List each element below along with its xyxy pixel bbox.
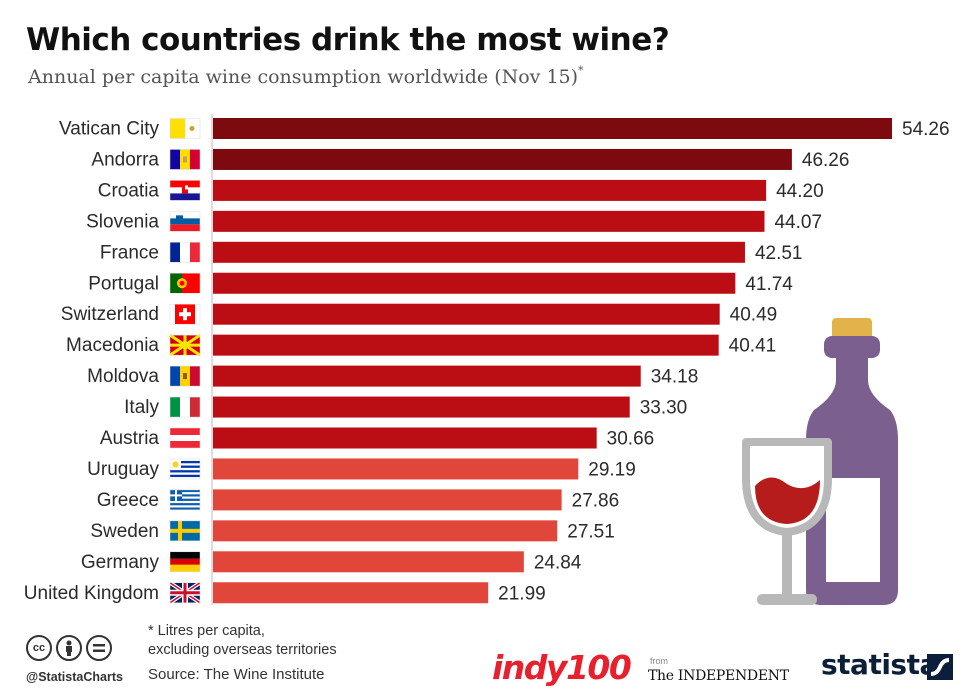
bar[interactable] [213,396,630,418]
austria-flag-icon [169,427,201,449]
category-label: Germany [81,552,160,573]
category-label: Austria [100,428,160,449]
greece-flag-icon [169,489,201,511]
value-label: 24.84 [534,552,582,573]
bar-chart: Vatican City 54.26 Andorra 46.26 Croatia 44.2… [24,114,950,605]
category-label: Switzerland [61,304,159,325]
uk-flag-icon [168,581,202,605]
vatican-flag-icon [169,118,201,139]
chart-row: Sweden 27.51 [90,520,615,542]
source-text: Source: The Wine Institute [148,666,325,683]
chart-row: Italy 33.30 [124,396,688,419]
germany-flag-icon [169,551,201,573]
portugal-flag-icon [169,273,201,294]
switzerland-flag-icon [169,303,201,325]
no-derivatives-icon [86,635,112,661]
independent-logo[interactable]: The INDEPENDENT [648,668,789,684]
value-label: 54.26 [902,119,950,140]
bar[interactable] [213,365,641,387]
value-label: 30.66 [607,429,655,450]
category-label: Macedonia [66,335,159,356]
bar[interactable] [213,241,745,263]
creative-commons-icon: cc [26,635,52,661]
value-label: 44.07 [774,212,822,233]
category-label: United Kingdom [24,583,159,604]
chart-row: Uruguay 29.19 [87,458,636,480]
uruguay-flag-icon [169,458,201,480]
category-label: Greece [97,490,159,511]
chart-row: France 42.51 [100,241,803,264]
value-label: 42.51 [755,243,803,264]
italy-flag-icon [169,396,201,418]
macedonia-flag-icon [169,333,201,357]
subtitle-footnote-mark: * [578,64,584,77]
attribution-icon [56,635,82,661]
subtitle-text: Annual per capita wine consumption world… [28,66,579,88]
category-label: Sweden [90,521,159,542]
category-label: France [100,242,159,263]
value-label: 40.41 [729,336,777,357]
category-label: Slovenia [86,211,159,232]
statista-logo[interactable]: statista [821,648,938,681]
value-label: 29.19 [588,459,636,480]
bar[interactable] [213,179,767,201]
wine-glass-icon [742,438,832,605]
footnote: * Litres per capita, excluding overseas … [148,623,337,658]
value-label: 21.99 [498,583,546,604]
value-label: 34.18 [651,367,699,388]
bar[interactable] [213,489,562,511]
value-label: 40.49 [730,305,778,326]
chart-row: United Kingdom 21.99 [24,581,546,605]
value-label: 41.74 [745,274,793,295]
chart-row: Croatia 44.20 [98,179,824,202]
value-label: 46.26 [802,150,850,171]
chart-title: Which countries drink the most wine? [26,22,670,58]
value-label: 33.30 [640,398,688,419]
value-label: 27.86 [572,490,620,511]
chart-row: Vatican City 54.26 [59,118,950,140]
andorra-flag-icon [169,149,201,170]
chart-row: Slovenia 44.07 [86,210,822,233]
bar[interactable] [213,272,736,294]
chart-row: Andorra 46.26 [91,148,850,171]
value-label: 44.20 [776,181,824,202]
category-label: Moldova [87,366,159,387]
category-label: Italy [124,397,159,418]
from-label: from [650,656,668,666]
chart-row: Greece 27.86 [97,489,619,511]
category-label: Vatican City [59,119,159,140]
bar[interactable] [213,303,720,325]
bar[interactable] [213,582,489,604]
france-flag-icon [169,242,201,263]
bar[interactable] [213,118,892,139]
category-label: Croatia [98,180,160,201]
license-icons: cc [26,635,112,661]
bar[interactable] [213,458,579,480]
chart-row: Macedonia 40.41 [66,333,777,357]
chart-row: Switzerland 40.49 [61,303,778,326]
chart-row: Moldova 34.18 [87,365,699,388]
chart-subtitle: Annual per capita wine consumption world… [28,64,584,88]
indy100-logo[interactable]: indy100 [492,648,632,687]
bar[interactable] [213,551,524,573]
bar[interactable] [213,210,765,232]
chart-row: Austria 30.66 [100,427,655,450]
chart-row: Germany 24.84 [81,551,582,573]
bar[interactable] [213,520,558,542]
category-label: Uruguay [87,459,159,480]
sweden-flag-icon [169,520,201,542]
bar[interactable] [213,334,719,356]
wine-bottle-icon [806,318,898,605]
chart-row: Portugal 41.74 [88,272,793,295]
category-label: Portugal [88,273,159,294]
bar[interactable] [213,427,597,449]
moldova-flag-icon [169,365,201,387]
croatia-flag-icon [169,180,201,201]
category-label: Andorra [91,149,159,170]
bar[interactable] [213,148,792,170]
statista-logo-icon[interactable] [927,654,953,680]
statista-handle: @StatistaCharts [26,670,123,684]
value-label: 27.51 [567,521,615,542]
slovenia-flag-icon [169,211,201,232]
